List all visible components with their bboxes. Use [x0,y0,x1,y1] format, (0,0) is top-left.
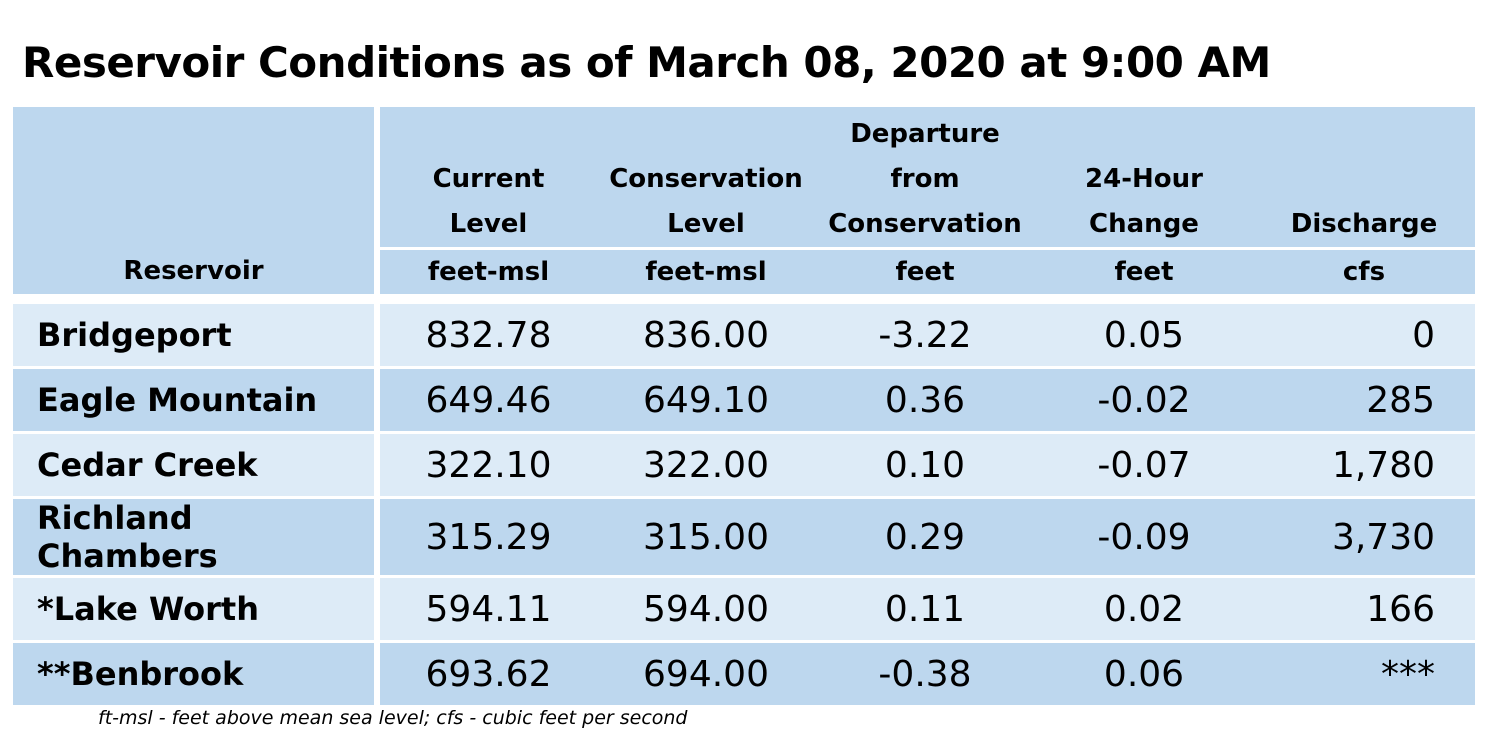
departure-cell: 0.36 [815,366,1035,433]
header-line: Departure [850,119,1000,149]
table-row: Cedar Creek 322.10 322.00 0.10 -0.07 1,7… [13,431,1475,498]
header-line: Conservation [609,164,803,194]
change-cell: -0.02 [1035,366,1253,433]
reservoir-name: Eagle Mountain [13,366,377,433]
table-row: Richland Chambers 315.29 315.00 0.29 -0.… [13,496,1475,577]
header-line: Conservation [828,209,1022,239]
discharge-cell: 166 [1253,575,1475,642]
header-reservoir: Reservoir [13,107,377,299]
current-level-cell: 315.29 [374,496,597,577]
table-row: **Benbrook 693.62 694.00 -0.38 0.06 *** [13,640,1475,705]
reservoir-name: **Benbrook [13,640,377,705]
discharge-cell: 285 [1253,366,1475,433]
table-row: *Lake Worth 594.11 594.00 0.11 0.02 166 [13,575,1475,642]
header-24h-change: 24-Hour Change [1035,107,1253,250]
change-cell: 0.06 [1035,640,1253,705]
discharge-cell: *** [1253,640,1475,705]
change-cell: 0.02 [1035,575,1253,642]
reservoir-name: Richland Chambers [13,496,377,577]
header-line: Current [432,164,545,194]
footnote: ft-msl - feet above mean sea level; cfs … [98,707,688,729]
conservation-level-cell: 649.10 [597,366,815,433]
unit-24h-change: feet [1035,248,1253,299]
unit-current-level: feet-msl [374,248,597,299]
conservation-level-cell: 315.00 [597,496,815,577]
departure-cell: -0.38 [815,640,1035,705]
unit-departure: feet [815,248,1035,299]
conservation-level-cell: 836.00 [597,294,815,368]
discharge-cell: 3,730 [1253,496,1475,577]
current-level-cell: 322.10 [374,431,597,498]
current-level-cell: 832.78 [374,294,597,368]
unit-discharge: cfs [1253,248,1475,299]
conservation-level-cell: 694.00 [597,640,815,705]
discharge-cell: 1,780 [1253,431,1475,498]
header-line: Change [1089,209,1199,239]
current-level-cell: 693.62 [374,640,597,705]
header-line: Level [449,209,528,239]
discharge-cell: 0 [1253,294,1475,368]
reservoir-name: Bridgeport [13,294,377,368]
departure-cell: -3.22 [815,294,1035,368]
table-row: Eagle Mountain 649.46 649.10 0.36 -0.02 … [13,366,1475,433]
change-cell: -0.09 [1035,496,1253,577]
header-line: 24-Hour [1085,164,1203,194]
departure-cell: 0.11 [815,575,1035,642]
header-line: Level [667,209,745,239]
change-cell: -0.07 [1035,431,1253,498]
change-cell: 0.05 [1035,294,1253,368]
departure-cell: 0.10 [815,431,1035,498]
departure-cell: 0.29 [815,496,1035,577]
header-departure: Departure from Conservation [815,107,1035,250]
reservoir-table: Reservoir Current Level Conservation Lev… [13,107,1475,705]
reservoir-name: *Lake Worth [13,575,377,642]
table-row: Bridgeport 832.78 836.00 -3.22 0.05 0 [13,294,1475,368]
header-conservation-level: Conservation Level [597,107,815,250]
current-level-cell: 594.11 [374,575,597,642]
header-reservoir-label: Reservoir [123,256,264,286]
conservation-level-cell: 594.00 [597,575,815,642]
header-discharge: Discharge [1253,107,1475,250]
header-line: Discharge [1290,209,1438,239]
reservoir-name: Cedar Creek [13,431,377,498]
header-current-level: Current Level [374,107,597,250]
header-line: from [890,164,960,194]
page-title: Reservoir Conditions as of March 08, 202… [22,38,1271,87]
unit-conservation-level: feet-msl [597,248,815,299]
current-level-cell: 649.46 [374,366,597,433]
conservation-level-cell: 322.00 [597,431,815,498]
